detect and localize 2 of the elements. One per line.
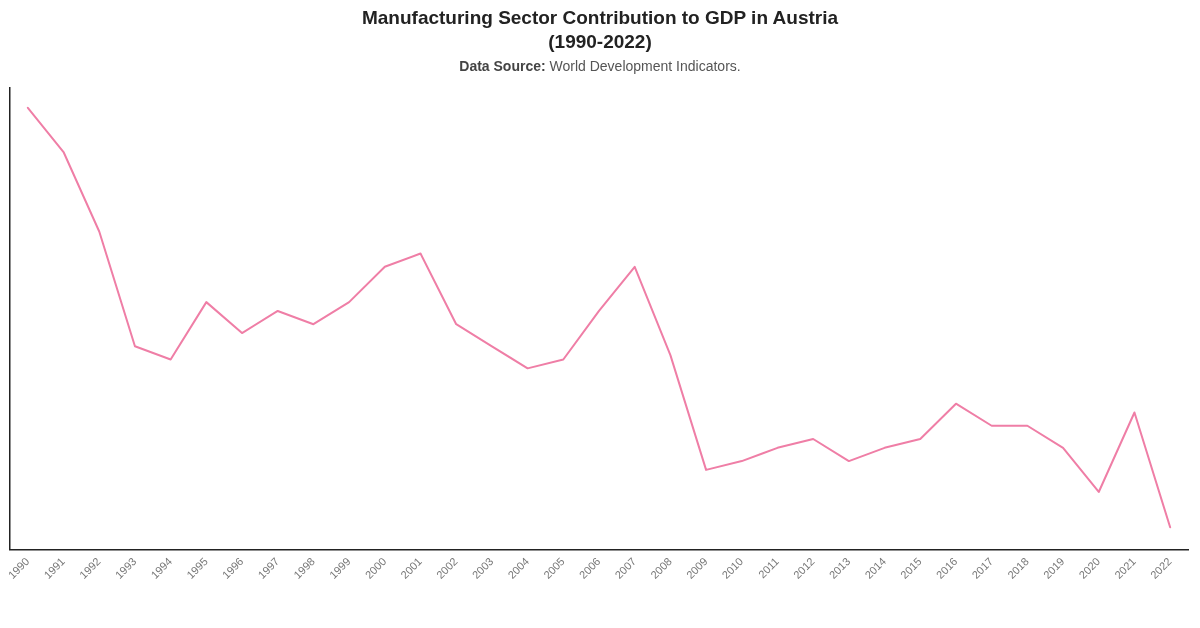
chart-subtitle: Data Source: World Development Indicators. bbox=[459, 57, 741, 75]
chart-title: Manufacturing Sector Contribution to GDP in Austria (1990-2022) bbox=[361, 6, 839, 54]
